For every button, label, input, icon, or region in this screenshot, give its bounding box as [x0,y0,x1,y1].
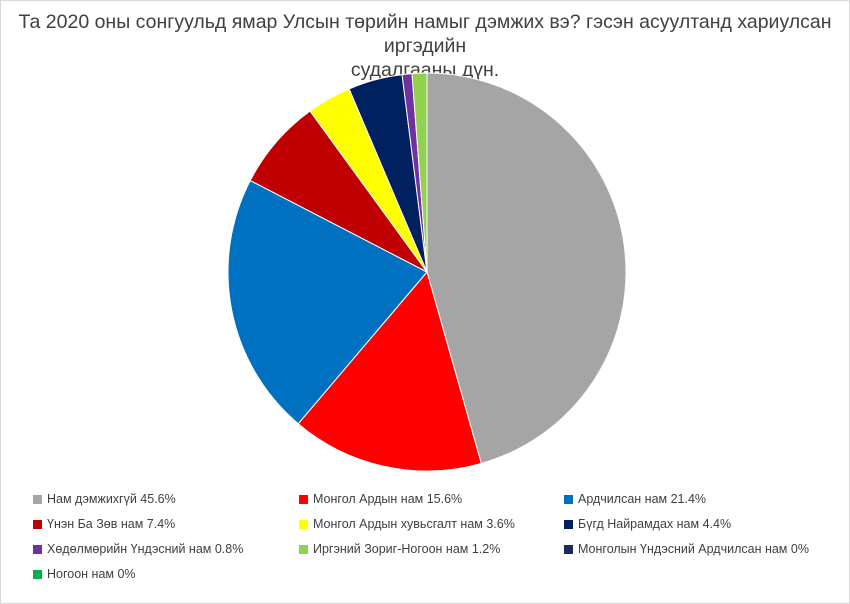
chart-title-line-1: Та 2020 оны сонгуульд ямар Улсын төрийн … [18,11,832,57]
chart-title: Та 2020 оны сонгуульд ямар Улсын төрийн … [0,10,850,82]
pie-slice [426,72,627,465]
chart-title-line-2: судалгааны дүн. [350,59,500,81]
pie-slice [297,270,482,472]
pie-slice [227,179,428,425]
pie-slice [411,72,428,273]
